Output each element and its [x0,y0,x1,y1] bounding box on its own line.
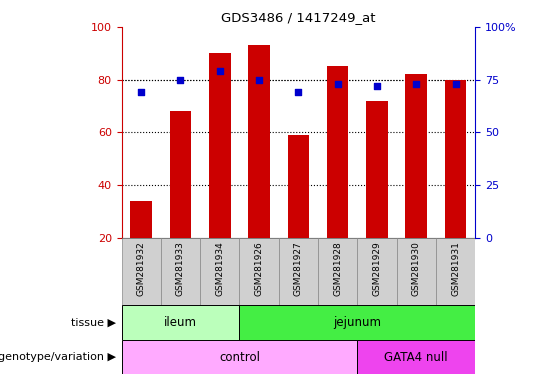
Text: jejunum: jejunum [333,316,381,329]
Bar [357,238,396,305]
Point [373,83,381,89]
Bar [436,238,475,305]
Point [412,81,421,87]
Bar [327,66,348,238]
Bar [122,305,239,340]
Bar [366,101,388,238]
Text: GSM281929: GSM281929 [373,242,381,296]
Text: GSM281934: GSM281934 [215,242,224,296]
Point [333,81,342,87]
Bar [445,79,467,238]
Text: GSM281933: GSM281933 [176,242,185,296]
Bar [239,305,475,340]
Bar [170,111,191,238]
Bar [406,74,427,238]
Text: GSM281930: GSM281930 [412,242,421,296]
Bar [122,340,357,374]
Point [294,89,303,95]
Point [176,76,185,83]
Point [255,76,264,83]
Text: GSM281931: GSM281931 [451,242,460,296]
Text: tissue ▶: tissue ▶ [71,318,116,328]
Text: GSM281926: GSM281926 [254,242,264,296]
Text: GSM281928: GSM281928 [333,242,342,296]
Title: GDS3486 / 1417249_at: GDS3486 / 1417249_at [221,11,376,24]
Bar [200,238,239,305]
Point [137,89,145,95]
Text: control: control [219,351,260,364]
Bar [279,238,318,305]
Bar [357,340,475,374]
Bar [287,135,309,238]
Bar [161,238,200,305]
Text: GSM281927: GSM281927 [294,242,303,296]
Bar [209,53,231,238]
Text: GSM281932: GSM281932 [137,242,146,296]
Point [215,68,224,74]
Text: GATA4 null: GATA4 null [384,351,448,364]
Bar [130,201,152,238]
Point [451,81,460,87]
Text: ileum: ileum [164,316,197,329]
Bar [318,238,357,305]
Bar [396,238,436,305]
Text: genotype/variation ▶: genotype/variation ▶ [0,352,116,362]
Bar [122,238,161,305]
Bar [248,45,270,238]
Bar [239,238,279,305]
